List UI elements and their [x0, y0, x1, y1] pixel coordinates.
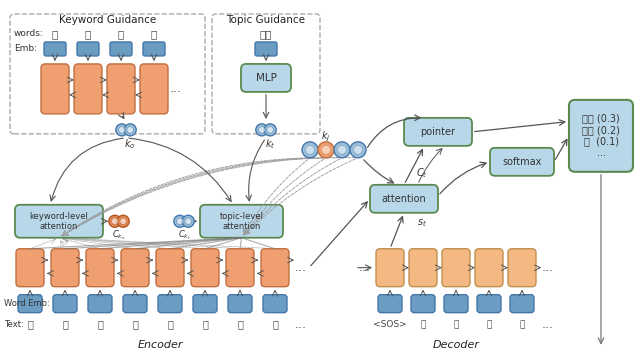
FancyBboxPatch shape [508, 249, 536, 287]
Text: Encoder: Encoder [137, 340, 183, 350]
Text: 三: 三 [97, 320, 103, 330]
FancyBboxPatch shape [53, 295, 77, 313]
Circle shape [182, 215, 194, 227]
FancyBboxPatch shape [140, 64, 168, 114]
FancyBboxPatch shape [378, 295, 402, 313]
Circle shape [256, 124, 268, 136]
Text: Topic Guidance: Topic Guidance [227, 15, 305, 25]
Text: 世: 世 [132, 320, 138, 330]
FancyBboxPatch shape [263, 295, 287, 313]
Text: 玄: 玄 [420, 320, 426, 329]
Text: Decoder: Decoder [433, 340, 479, 350]
Circle shape [318, 142, 334, 158]
FancyBboxPatch shape [200, 205, 283, 238]
Text: pointer: pointer [420, 127, 456, 137]
FancyBboxPatch shape [228, 295, 252, 313]
Circle shape [127, 127, 134, 133]
Text: Word Emb:: Word Emb: [4, 299, 50, 308]
FancyBboxPatch shape [376, 249, 404, 287]
Text: 三: 三 [27, 320, 33, 330]
FancyBboxPatch shape [156, 249, 184, 287]
Text: 造: 造 [118, 29, 124, 39]
Text: ...: ... [542, 261, 554, 274]
Text: $C_{k_o}$: $C_{k_o}$ [112, 229, 126, 242]
Text: 型: 型 [151, 29, 157, 39]
FancyBboxPatch shape [442, 249, 470, 287]
Text: MLP: MLP [255, 73, 276, 83]
FancyBboxPatch shape [411, 295, 435, 313]
Text: 造: 造 [237, 320, 243, 330]
Circle shape [302, 142, 318, 158]
FancyBboxPatch shape [569, 100, 633, 172]
FancyBboxPatch shape [226, 249, 254, 287]
Text: 好看 (0.3)
独特 (0.2)
。  (0.1)
...: 好看 (0.3) 独特 (0.2) 。 (0.1) ... [582, 113, 620, 158]
Circle shape [116, 124, 128, 136]
FancyBboxPatch shape [41, 64, 69, 114]
FancyBboxPatch shape [123, 295, 147, 313]
Circle shape [185, 218, 191, 225]
FancyBboxPatch shape [261, 249, 289, 287]
Text: 女: 女 [202, 320, 208, 330]
FancyBboxPatch shape [44, 42, 66, 56]
Text: softmax: softmax [502, 157, 541, 167]
FancyBboxPatch shape [409, 249, 437, 287]
Circle shape [259, 127, 265, 133]
Text: 女: 女 [453, 320, 459, 329]
Circle shape [109, 215, 121, 227]
FancyBboxPatch shape [143, 42, 165, 56]
FancyBboxPatch shape [107, 64, 135, 114]
FancyBboxPatch shape [77, 42, 99, 56]
FancyBboxPatch shape [193, 295, 217, 313]
Text: ...: ... [295, 318, 307, 331]
FancyBboxPatch shape [477, 295, 501, 313]
Circle shape [267, 127, 273, 133]
Text: ...: ... [295, 261, 307, 274]
Circle shape [117, 215, 129, 227]
Circle shape [118, 127, 125, 133]
Circle shape [264, 124, 276, 136]
FancyBboxPatch shape [404, 118, 472, 146]
Text: 玄: 玄 [167, 320, 173, 330]
FancyBboxPatch shape [51, 249, 79, 287]
Text: Text:: Text: [4, 320, 24, 329]
FancyBboxPatch shape [191, 249, 219, 287]
Text: Emb:: Emb: [14, 45, 37, 53]
Circle shape [350, 142, 366, 158]
FancyBboxPatch shape [241, 64, 291, 92]
FancyBboxPatch shape [86, 249, 114, 287]
Text: $k_t$: $k_t$ [265, 137, 275, 151]
Text: ...: ... [170, 82, 182, 95]
Circle shape [337, 145, 346, 154]
Text: 玄: 玄 [52, 29, 58, 39]
FancyBboxPatch shape [510, 295, 534, 313]
Circle shape [124, 124, 136, 136]
Text: topic-level
attention: topic-level attention [220, 212, 264, 231]
FancyBboxPatch shape [88, 295, 112, 313]
Text: 型: 型 [272, 320, 278, 330]
Text: 女: 女 [85, 29, 91, 39]
Circle shape [334, 142, 350, 158]
Circle shape [305, 145, 314, 154]
Circle shape [111, 218, 118, 225]
Circle shape [177, 218, 183, 225]
Text: keyword-level
attention: keyword-level attention [29, 212, 88, 231]
Circle shape [353, 145, 362, 154]
Circle shape [321, 145, 330, 154]
FancyBboxPatch shape [475, 249, 503, 287]
FancyBboxPatch shape [444, 295, 468, 313]
FancyBboxPatch shape [15, 205, 103, 238]
Text: words:: words: [14, 29, 44, 39]
Text: 造: 造 [486, 320, 492, 329]
Text: 型: 型 [519, 320, 525, 329]
Text: Keyword Guidance: Keyword Guidance [59, 15, 156, 25]
FancyBboxPatch shape [74, 64, 102, 114]
Circle shape [174, 215, 186, 227]
Text: <SOS>: <SOS> [373, 320, 407, 329]
Text: ...: ... [359, 261, 371, 274]
Text: $s_t$: $s_t$ [417, 217, 427, 229]
FancyBboxPatch shape [121, 249, 149, 287]
Text: $C_{k_t}$: $C_{k_t}$ [177, 229, 191, 242]
FancyBboxPatch shape [158, 295, 182, 313]
Circle shape [120, 218, 127, 225]
FancyBboxPatch shape [370, 185, 438, 213]
